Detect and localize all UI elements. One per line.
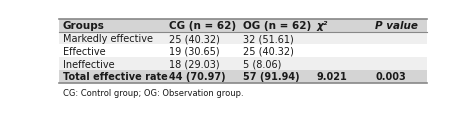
Text: 9.021: 9.021 (316, 72, 347, 82)
Text: CG: Control group; OG: Observation group.: CG: Control group; OG: Observation group… (63, 88, 244, 97)
FancyBboxPatch shape (59, 32, 427, 45)
Text: 32 (51.61): 32 (51.61) (243, 34, 294, 44)
Text: 5 (8.06): 5 (8.06) (243, 59, 281, 69)
Text: 19 (30.65): 19 (30.65) (169, 46, 220, 56)
FancyBboxPatch shape (59, 71, 427, 83)
Text: P value: P value (375, 21, 418, 31)
FancyBboxPatch shape (59, 45, 427, 58)
Text: Effective: Effective (63, 46, 106, 56)
Text: 44 (70.97): 44 (70.97) (169, 72, 226, 82)
Text: 25 (40.32): 25 (40.32) (243, 46, 294, 56)
Text: 25 (40.32): 25 (40.32) (169, 34, 220, 44)
Text: 0.003: 0.003 (375, 72, 406, 82)
FancyBboxPatch shape (59, 58, 427, 71)
Text: OG (n = 62): OG (n = 62) (243, 21, 311, 31)
Text: Groups: Groups (63, 21, 105, 31)
Text: χ²: χ² (316, 21, 328, 31)
Text: 57 (91.94): 57 (91.94) (243, 72, 300, 82)
FancyBboxPatch shape (59, 20, 427, 32)
Text: 18 (29.03): 18 (29.03) (169, 59, 220, 69)
Text: CG (n = 62): CG (n = 62) (169, 21, 237, 31)
Text: Total effective rate: Total effective rate (63, 72, 168, 82)
Text: Ineffective: Ineffective (63, 59, 115, 69)
Text: Markedly effective: Markedly effective (63, 34, 153, 44)
